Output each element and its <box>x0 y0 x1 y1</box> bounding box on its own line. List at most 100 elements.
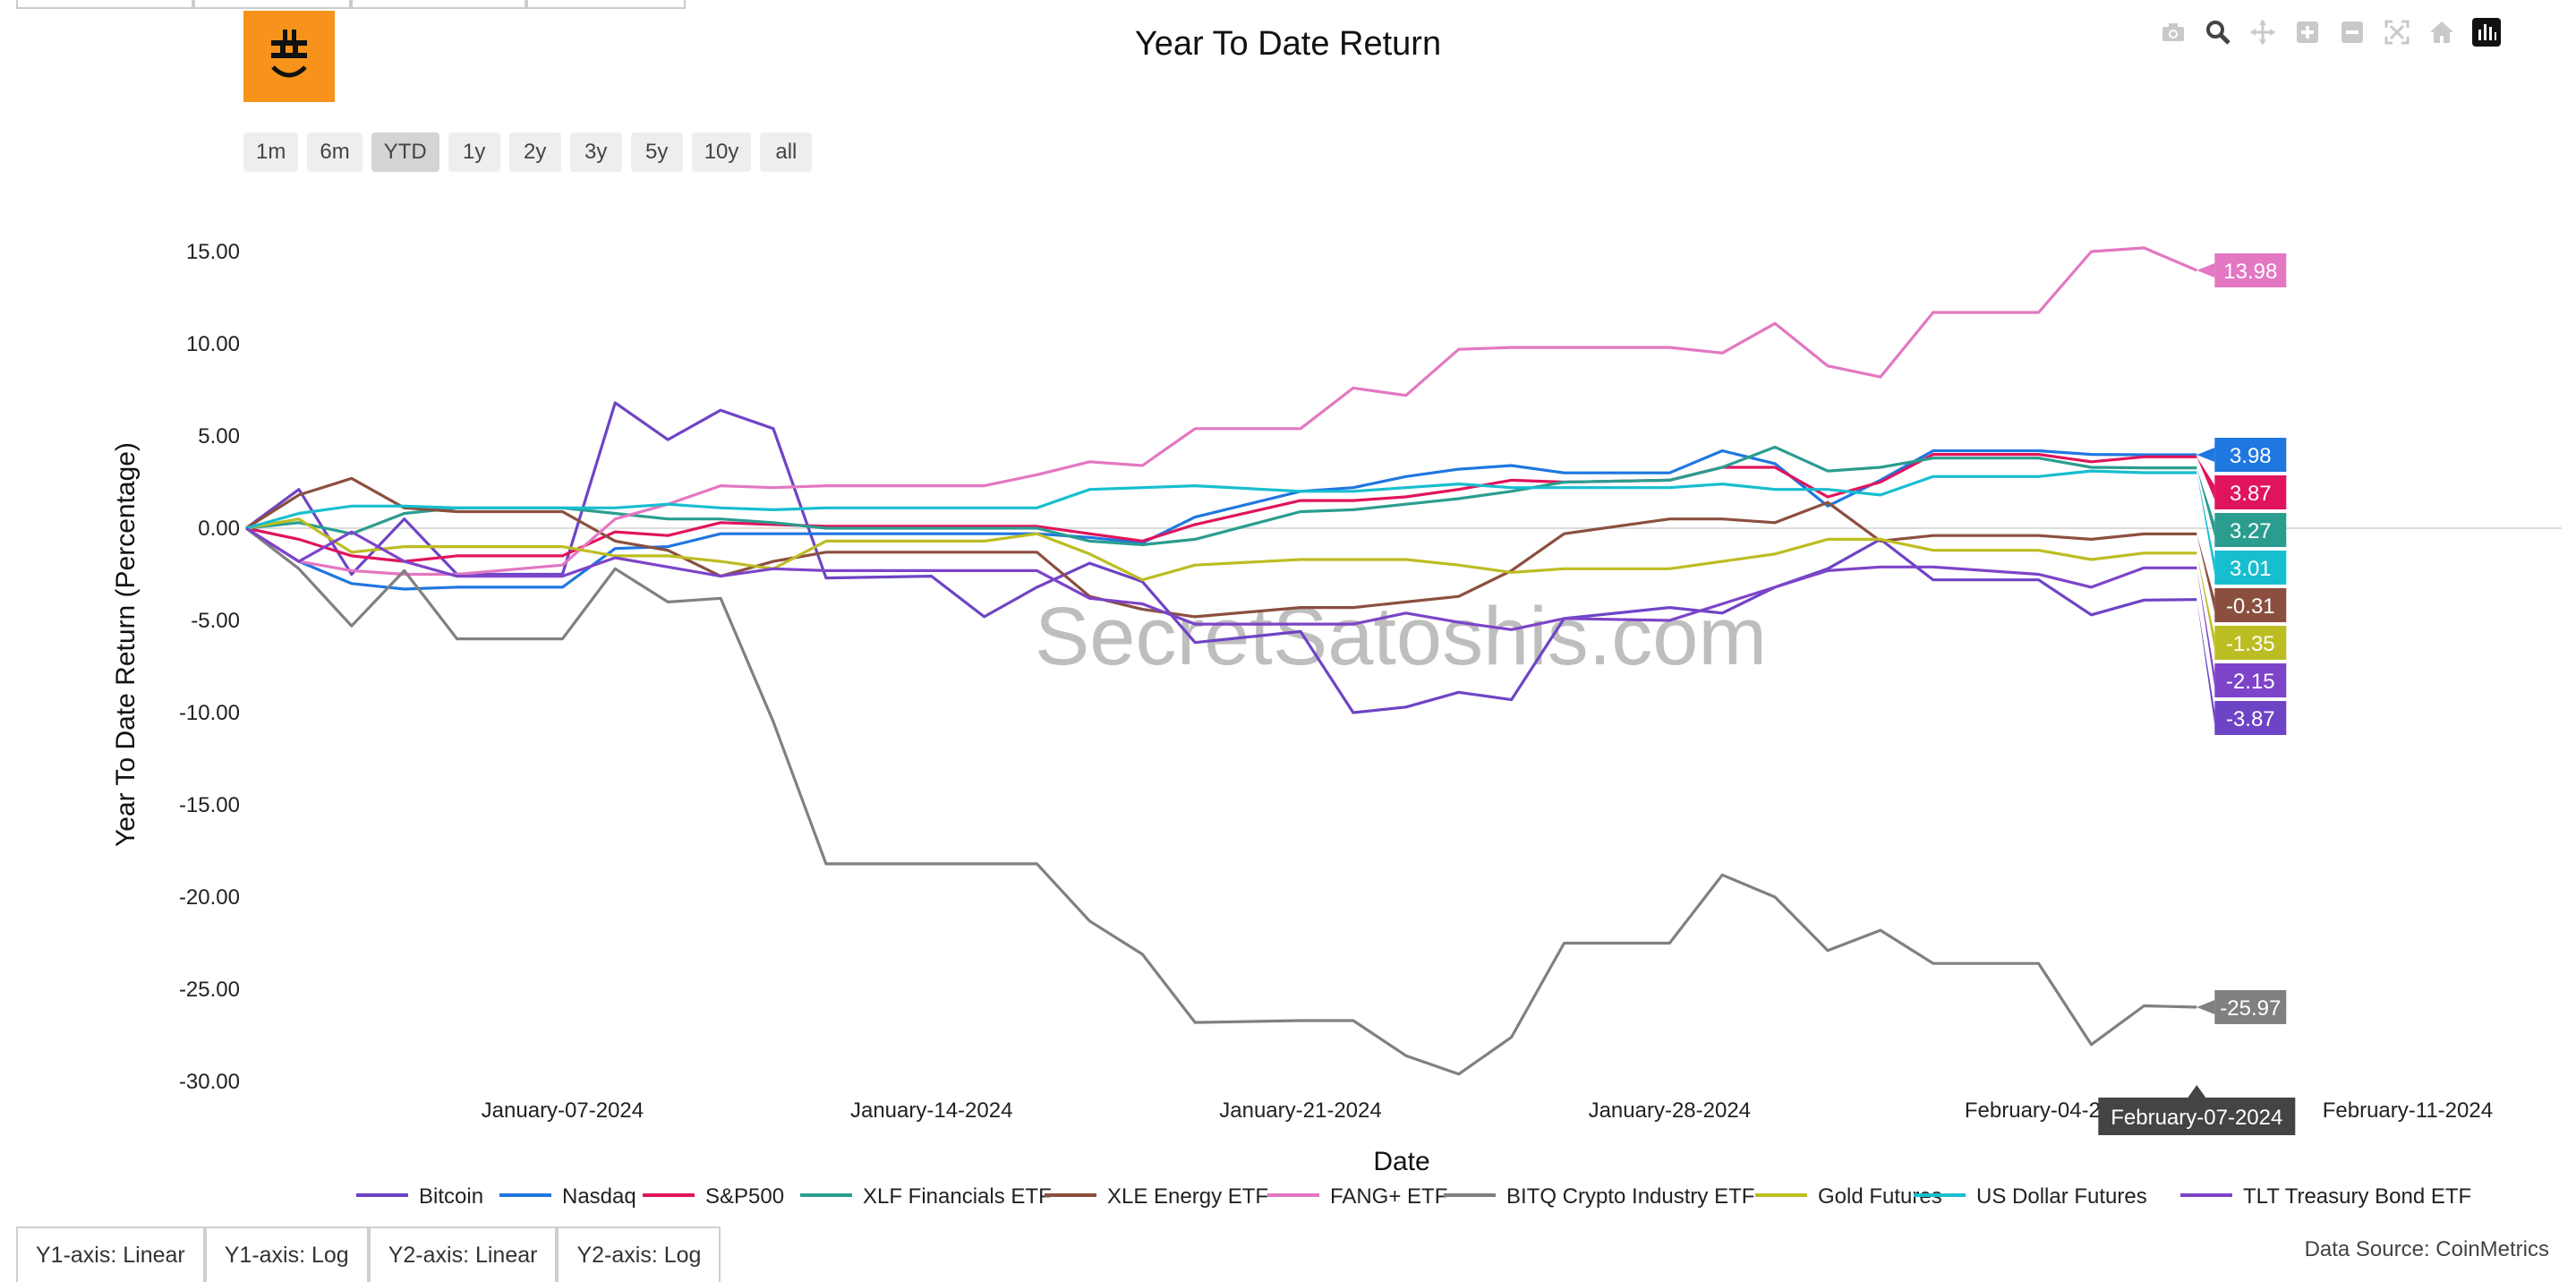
x-tick-label: January-07-2024 <box>482 1098 644 1123</box>
end-label-box <box>2214 253 2287 288</box>
data-source: Data Source: CoinMetrics <box>2304 1237 2549 1261</box>
y-tick-label: -20.00 <box>179 885 240 910</box>
y-tick-label: 0.00 <box>198 517 240 541</box>
end-label-box <box>2214 701 2287 736</box>
x-tick-label: January-28-2024 <box>1589 1098 1751 1123</box>
legend-item-nasdaq[interactable]: Nasdaq <box>499 1184 636 1209</box>
y-axis-title: Year To Date Return (Percentage) <box>111 442 141 847</box>
end-label-pointer <box>2196 999 2215 1014</box>
legend-item-bitcoin[interactable]: Bitcoin <box>356 1184 483 1209</box>
tab-y1-log[interactable]: Y1-axis: Log <box>204 1226 369 1282</box>
end-label-box <box>2214 989 2287 1024</box>
end-label-value: 3.87 <box>2230 482 2272 506</box>
legend-item-tlt-treasury-bond-etf[interactable]: TLT Treasury Bond ETF <box>2180 1184 2471 1209</box>
series-line-tlt-treasury-bond-etf[interactable] <box>245 526 2197 631</box>
watermark: SecretSatoshis.com <box>1035 591 1767 682</box>
camera-icon[interactable] <box>2157 16 2189 48</box>
legend-label: US Dollar Futures <box>1976 1184 2147 1209</box>
end-label-box <box>2214 438 2287 473</box>
range-button-3y[interactable]: 3y <box>569 132 622 172</box>
pan-icon[interactable] <box>2247 16 2279 48</box>
y-tick-label: -5.00 <box>191 609 240 633</box>
tab-y2-log[interactable]: Y2-axis: Log <box>557 1226 721 1282</box>
end-label-value: 13.98 <box>2223 260 2277 284</box>
x-tick-label: February-04-20 <box>1965 1098 2112 1123</box>
y-tick-label: 10.00 <box>186 332 240 356</box>
end-label-pointer <box>2196 457 2215 500</box>
legend-label: XLE Energy ETF <box>1107 1184 1268 1209</box>
legend[interactable]: Bitcoin Nasdaq S&P500 XLF Financials ETF XLE… <box>356 1184 2471 1209</box>
legend-label: S&P500 <box>705 1184 784 1209</box>
x-tick-label: January-14-2024 <box>850 1098 1012 1123</box>
series-line-fang-etf[interactable] <box>245 246 2197 577</box>
reset-axes-icon[interactable] <box>2426 16 2458 48</box>
end-label-value: -25.97 <box>2220 996 2281 1021</box>
y-tick-label: -25.00 <box>179 978 240 1002</box>
modebar <box>2157 14 2503 50</box>
end-label-box <box>2214 588 2287 623</box>
series-line-bitq-crypto-industry-etf[interactable] <box>245 526 2197 1076</box>
y-tick-label: -30.00 <box>179 1070 240 1094</box>
end-label-value: -1.35 <box>2226 632 2275 656</box>
x-tick-label: February-11-2024 <box>2323 1098 2493 1123</box>
end-label-pointer <box>2196 448 2215 463</box>
legend-item-fang-etf[interactable]: FANG+ ETF <box>1267 1184 1447 1209</box>
range-button-5y[interactable]: 5y <box>630 132 683 172</box>
legend-item-bitq-crypto-industry-etf[interactable]: BITQ Crypto Industry ETF <box>1444 1184 1754 1209</box>
end-label-pointer <box>2196 599 2215 726</box>
y-tick-label: 15.00 <box>186 240 240 264</box>
end-label-value: -3.87 <box>2226 707 2275 731</box>
series-line-xle-energy-etf[interactable] <box>245 476 2197 619</box>
plotly-logo-icon[interactable] <box>2470 16 2503 48</box>
range-button-ytd[interactable]: YTD <box>371 132 439 172</box>
legend-label: TLT Treasury Bond ETF <box>2243 1184 2471 1209</box>
end-label-value: -2.15 <box>2226 670 2275 694</box>
end-label-box <box>2214 551 2287 585</box>
bitcoin-logo-icon <box>271 30 307 78</box>
y-tick-label: -15.00 <box>179 793 240 817</box>
end-label-box <box>2214 475 2287 510</box>
legend-label: BITQ Crypto Industry ETF <box>1506 1184 1754 1209</box>
end-label-pointer <box>2196 552 2215 651</box>
range-button-10y[interactable]: 10y <box>691 132 752 172</box>
end-label-value: 3.01 <box>2230 557 2272 581</box>
autoscale-icon[interactable] <box>2381 16 2413 48</box>
end-label-pointer <box>2196 534 2215 613</box>
end-value-labels: 13.98 3.98 3.87 3.27 3.01 -0.31 -1.35 -2.15 -3.8… <box>2196 253 2287 1024</box>
zoom-out-icon[interactable] <box>2336 16 2368 48</box>
end-label-value: -0.31 <box>2226 594 2275 619</box>
range-button-1y[interactable]: 1y <box>448 132 500 172</box>
end-label-pointer <box>2196 263 2215 278</box>
x-axis-ticks: January-07-2024 January-14-2024 January-21… <box>482 1098 2493 1123</box>
series-lines[interactable] <box>245 246 2197 1076</box>
series-line-gold-futures[interactable] <box>245 517 2197 582</box>
hover-x-label: February-07-2024 <box>2098 1085 2296 1135</box>
bitcoin-logo <box>243 11 335 102</box>
zoom-icon[interactable] <box>2202 16 2234 48</box>
legend-item-us-dollar-futures[interactable]: US Dollar Futures <box>1914 1184 2147 1209</box>
x-tick-label: January-21-2024 <box>1219 1098 1381 1123</box>
end-label-box <box>2214 663 2287 698</box>
tab-y1-linear[interactable]: Y1-axis: Linear <box>16 1226 205 1282</box>
legend-label: Nasdaq <box>562 1184 636 1209</box>
legend-item-xle-energy-etf[interactable]: XLE Energy ETF <box>1045 1184 1268 1209</box>
tab-y2-linear[interactable]: Y2-axis: Linear <box>368 1226 558 1282</box>
end-label-value: 3.98 <box>2230 444 2272 468</box>
series-line-us-dollar-futures[interactable] <box>245 469 2197 530</box>
chart-title: Year To Date Return <box>1134 25 1442 63</box>
zoom-in-icon[interactable] <box>2291 16 2324 48</box>
end-label-pointer <box>2196 472 2215 576</box>
series-line-bitcoin[interactable] <box>245 401 2197 714</box>
range-button-all[interactable]: all <box>760 132 813 172</box>
series-line-xlf-financials-etf[interactable] <box>245 445 2197 547</box>
legend-item-xlf-financials-etf[interactable]: XLF Financials ETF <box>800 1184 1052 1209</box>
range-button-6m[interactable]: 6m <box>307 132 363 172</box>
legend-item-s-p500[interactable]: S&P500 <box>643 1184 784 1209</box>
range-button-2y[interactable]: 2y <box>508 132 561 172</box>
legend-label: Bitcoin <box>419 1184 483 1209</box>
y-axis-ticks: 15.00 10.00 5.00 0.00 -5.00 -10.00 -15.00 -20.0… <box>179 240 240 1094</box>
series-line-nasdaq[interactable] <box>245 449 2197 591</box>
range-button-1m[interactable]: 1m <box>243 132 299 172</box>
x-axis-title: Date <box>1373 1147 1429 1176</box>
